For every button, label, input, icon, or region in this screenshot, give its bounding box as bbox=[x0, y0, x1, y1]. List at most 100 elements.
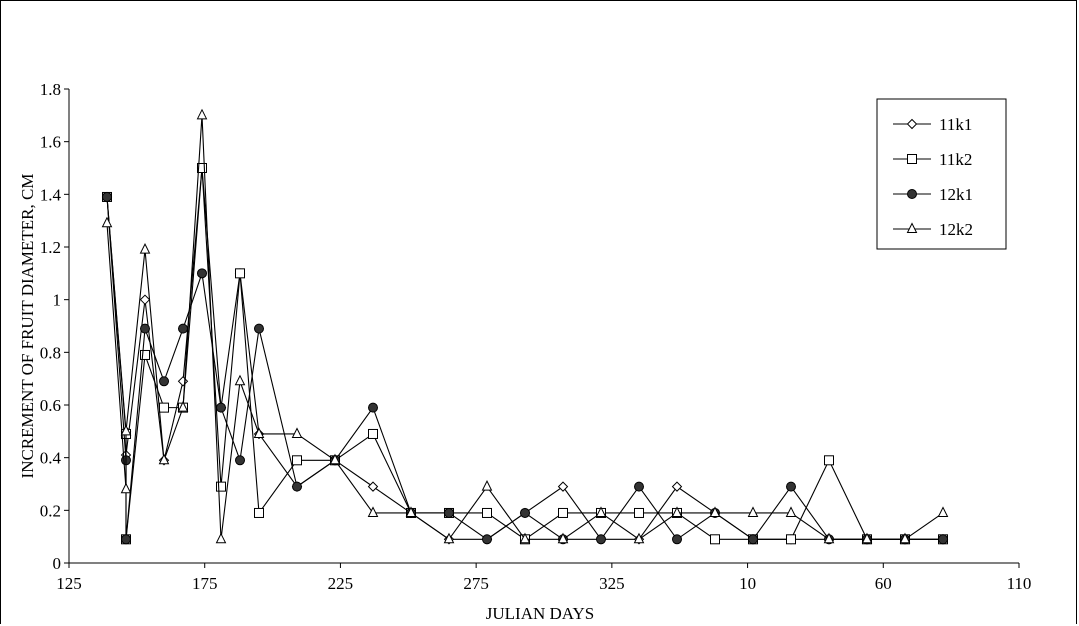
data-point-12k2 bbox=[443, 532, 455, 544]
data-point-12k2 bbox=[747, 506, 759, 517]
data-point-12k1 bbox=[121, 534, 131, 545]
data-point-12k2 bbox=[595, 506, 607, 517]
data-point-12k2 bbox=[367, 506, 379, 517]
data-point-12k2 bbox=[196, 108, 208, 120]
data-point-12k2 bbox=[633, 532, 645, 544]
data-point-11k1 bbox=[367, 481, 379, 492]
data-point-12k2 bbox=[557, 532, 569, 544]
y-tick-label: 0.6 bbox=[40, 396, 61, 415]
x-tick-labels: 125 175 225 275 325 10 60 110 bbox=[56, 574, 1031, 593]
data-point-12k1 bbox=[197, 268, 207, 279]
data-point-12k2 bbox=[709, 506, 721, 517]
legend-label: 12k2 bbox=[939, 220, 973, 239]
data-point-12k1 bbox=[444, 507, 454, 518]
series-line-12k1 bbox=[106, 196, 943, 541]
data-point-12k1 bbox=[938, 534, 948, 545]
data-point-11k2 bbox=[254, 507, 264, 518]
data-point-12k2 bbox=[291, 427, 303, 438]
data-point-12k1 bbox=[178, 323, 188, 334]
data-point-11k2 bbox=[634, 507, 644, 518]
y-tick-label: 1.8 bbox=[40, 80, 61, 99]
data-point-12k1 bbox=[235, 455, 245, 466]
data-point-11k1 bbox=[177, 376, 189, 387]
series-11k1 bbox=[101, 162, 949, 545]
legend-marker bbox=[906, 118, 918, 130]
data-point-12k1 bbox=[596, 534, 606, 545]
data-point-12k2 bbox=[519, 532, 531, 544]
y-tick-label: 1.6 bbox=[40, 133, 61, 152]
legend: 11k1 11k2 12k1 12k2 bbox=[876, 98, 1007, 250]
legend-entry-11k1: 11k1 bbox=[893, 115, 972, 134]
data-point-12k1 bbox=[254, 323, 264, 334]
series-11k2 bbox=[102, 163, 948, 545]
x-tick-label: 275 bbox=[463, 574, 489, 593]
x-tick-label: 60 bbox=[875, 574, 892, 593]
x-tick-label: 325 bbox=[599, 574, 625, 593]
data-point-12k2 bbox=[139, 243, 151, 254]
data-point-12k2 bbox=[253, 427, 265, 438]
data-point-11k2 bbox=[710, 534, 720, 545]
y-tick-label: 1.4 bbox=[40, 185, 62, 204]
data-point-12k2 bbox=[405, 506, 417, 517]
data-point-12k1 bbox=[672, 534, 682, 545]
x-tick-label: 125 bbox=[56, 574, 82, 593]
series-layer bbox=[101, 108, 949, 545]
data-point-11k2 bbox=[197, 163, 207, 173]
data-point-12k2 bbox=[215, 532, 227, 544]
x-tick-label: 10 bbox=[739, 574, 756, 593]
data-point-11k1 bbox=[557, 481, 569, 492]
data-point-12k1 bbox=[140, 323, 150, 334]
data-point-11k2 bbox=[482, 507, 492, 518]
legend-label: 12k1 bbox=[939, 185, 973, 204]
data-point-12k2 bbox=[120, 482, 132, 494]
data-point-12k1 bbox=[368, 402, 378, 413]
data-point-11k2 bbox=[159, 402, 169, 413]
data-point-12k2 bbox=[481, 480, 493, 491]
legend-label: 11k1 bbox=[939, 115, 972, 134]
x-tick-label: 225 bbox=[328, 574, 354, 593]
y-tick-label: 0.2 bbox=[40, 501, 61, 520]
series-12k2 bbox=[101, 108, 949, 544]
data-point-12k2 bbox=[785, 506, 797, 517]
data-point-12k2 bbox=[937, 506, 949, 517]
data-point-11k2 bbox=[824, 455, 834, 466]
data-point-11k2 bbox=[558, 507, 568, 518]
y-tick-label: 0.4 bbox=[40, 449, 62, 468]
data-point-12k2 bbox=[120, 424, 132, 436]
data-point-12k1 bbox=[102, 191, 112, 202]
data-point-12k1 bbox=[748, 534, 758, 545]
series-12k1 bbox=[102, 191, 948, 545]
data-point-12k2 bbox=[101, 216, 113, 228]
data-point-12k1 bbox=[634, 481, 644, 492]
data-point-12k2 bbox=[671, 506, 683, 517]
data-point-12k1 bbox=[159, 376, 169, 387]
y-axis-title: INCREMENT OF FRUIT DIAMETER, CM bbox=[18, 174, 37, 479]
legend-marker bbox=[907, 189, 917, 199]
data-point-12k2 bbox=[234, 374, 246, 386]
legend-marker bbox=[907, 154, 917, 164]
legend-entry-12k1: 12k1 bbox=[893, 185, 973, 204]
data-point-12k1 bbox=[482, 534, 492, 545]
data-point-11k2 bbox=[140, 349, 150, 360]
y-tick-label: 0.8 bbox=[40, 343, 61, 362]
x-axis-title: JULIAN DAYS bbox=[486, 604, 594, 623]
series-line-11k2 bbox=[106, 167, 943, 540]
data-point-11k2 bbox=[786, 534, 796, 545]
series-line-12k2 bbox=[106, 115, 944, 541]
data-point-12k2 bbox=[899, 532, 911, 544]
data-point-12k2 bbox=[158, 453, 170, 465]
data-point-12k2 bbox=[177, 401, 189, 412]
axes bbox=[64, 88, 1020, 568]
y-tick-label: 0 bbox=[53, 554, 62, 573]
y-tick-label: 1 bbox=[53, 291, 62, 310]
data-point-11k1 bbox=[139, 294, 151, 305]
y-tick-labels: 0 0.2 0.4 0.6 0.8 1 1.2 1.4 1.6 1.8 bbox=[40, 80, 62, 573]
legend-entry-11k2: 11k2 bbox=[893, 150, 972, 169]
legend-label: 11k2 bbox=[939, 150, 972, 169]
y-tick-label: 1.2 bbox=[40, 238, 61, 257]
data-point-12k1 bbox=[216, 402, 226, 413]
legend-marker bbox=[906, 222, 918, 233]
data-point-11k1 bbox=[671, 481, 683, 492]
data-point-11k2 bbox=[292, 455, 302, 466]
